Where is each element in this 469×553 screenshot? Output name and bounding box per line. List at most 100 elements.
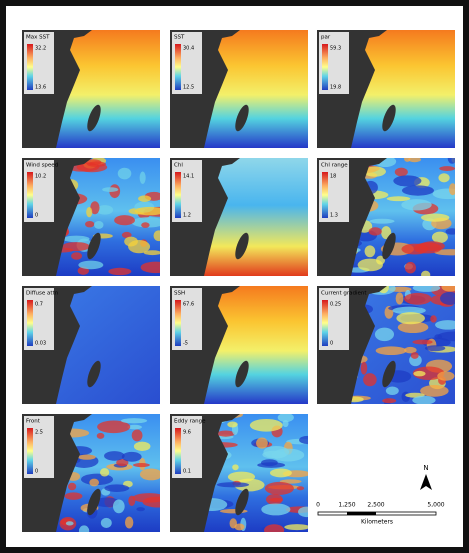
legend-high: 32.2 bbox=[35, 46, 46, 52]
map-panel: SST30.412.5 bbox=[170, 30, 308, 148]
patch bbox=[134, 207, 164, 215]
map-panel: Max SST32.213.6 bbox=[22, 30, 160, 148]
patch bbox=[79, 525, 89, 536]
legend-low: 1.3 bbox=[330, 213, 338, 219]
legend-high: 10.2 bbox=[35, 174, 46, 180]
map-panel: Front2.50 bbox=[10, 411, 174, 537]
panel-title: SSH bbox=[174, 291, 185, 297]
patch bbox=[86, 207, 92, 217]
patch bbox=[138, 195, 151, 201]
patch bbox=[134, 442, 151, 451]
patch bbox=[132, 430, 143, 442]
map-panel: Wind speed 10.2 0 bbox=[10, 156, 174, 276]
legend-high: 18 bbox=[330, 174, 336, 180]
legend-high: 0.25 bbox=[330, 302, 341, 308]
patch bbox=[375, 328, 394, 341]
patch bbox=[125, 516, 133, 528]
map-panel: Diffuse attn0.70.03 bbox=[22, 286, 160, 404]
patch bbox=[395, 168, 408, 177]
patch bbox=[78, 454, 96, 459]
patch bbox=[263, 446, 289, 458]
patch bbox=[386, 386, 399, 395]
legend-bar bbox=[175, 300, 181, 346]
patch bbox=[68, 483, 76, 490]
patch bbox=[261, 503, 290, 515]
patch bbox=[401, 199, 431, 210]
patch bbox=[100, 468, 109, 476]
patch bbox=[232, 464, 239, 470]
patch bbox=[412, 396, 435, 405]
patch bbox=[261, 459, 278, 466]
patch bbox=[405, 262, 416, 274]
north-label: N bbox=[423, 464, 428, 472]
patch bbox=[141, 262, 171, 273]
patch bbox=[425, 345, 445, 351]
legend-bar bbox=[27, 44, 33, 90]
panel-title: Current gradient bbox=[321, 291, 367, 297]
scale-tick-label: 2,500 bbox=[367, 502, 384, 509]
patch bbox=[108, 268, 131, 275]
legend-bar bbox=[175, 44, 181, 90]
patch bbox=[62, 242, 90, 251]
patch bbox=[404, 293, 432, 305]
patch bbox=[402, 185, 434, 195]
patch bbox=[114, 215, 135, 225]
patch bbox=[413, 371, 425, 376]
patch bbox=[437, 371, 454, 380]
patch bbox=[87, 161, 106, 167]
map-grid: Max SST32.213.6SST30.412.5par59.319.8Win… bbox=[6, 6, 463, 547]
patch bbox=[299, 436, 316, 444]
patch bbox=[122, 452, 142, 462]
legend-low: 13.6 bbox=[35, 85, 46, 91]
patch bbox=[441, 282, 459, 291]
patch bbox=[413, 284, 441, 292]
patch bbox=[370, 219, 395, 224]
patch bbox=[71, 252, 82, 259]
patch bbox=[412, 340, 432, 345]
figure: Max SST32.213.6SST30.412.5par59.319.8Win… bbox=[0, 0, 469, 553]
legend-high: 30.4 bbox=[183, 46, 194, 52]
patch bbox=[101, 518, 112, 528]
patch bbox=[141, 222, 149, 228]
legend-low: 0.1 bbox=[183, 469, 191, 475]
legend-high: 2.5 bbox=[35, 430, 43, 436]
patch bbox=[421, 214, 449, 222]
patch bbox=[140, 469, 162, 481]
patch bbox=[228, 472, 255, 483]
patch bbox=[104, 484, 129, 492]
patch bbox=[369, 227, 382, 235]
patch bbox=[396, 312, 425, 324]
legend-high: 67.6 bbox=[183, 302, 194, 308]
patch bbox=[297, 486, 304, 490]
scale-tick-label: 5,000 bbox=[427, 502, 444, 509]
patch bbox=[284, 524, 310, 530]
legend-low: 0.03 bbox=[35, 341, 46, 347]
patch bbox=[133, 493, 167, 502]
patch bbox=[438, 173, 449, 182]
panel-title: Wind speed bbox=[26, 163, 58, 169]
map-panel: par59.319.8 bbox=[317, 30, 455, 148]
map-panel: Chl14.11.2 bbox=[170, 158, 308, 276]
legend-bar bbox=[322, 300, 328, 346]
legend-low: 0 bbox=[35, 213, 38, 219]
patch bbox=[85, 221, 94, 227]
panel-title: Diffuse attn bbox=[26, 291, 59, 297]
patch bbox=[89, 479, 99, 487]
patch bbox=[396, 292, 404, 304]
patch bbox=[217, 430, 235, 436]
patch bbox=[298, 507, 316, 517]
patch bbox=[283, 420, 289, 427]
patch bbox=[264, 524, 284, 536]
legend-high: 9.6 bbox=[183, 430, 191, 436]
patch bbox=[411, 352, 419, 359]
patch bbox=[440, 292, 460, 305]
panel-title: Chl range bbox=[321, 163, 348, 169]
patch bbox=[376, 346, 407, 355]
patch bbox=[128, 240, 150, 253]
scale-tick-label: 1,250 bbox=[338, 502, 355, 509]
scale-bar bbox=[318, 512, 436, 515]
